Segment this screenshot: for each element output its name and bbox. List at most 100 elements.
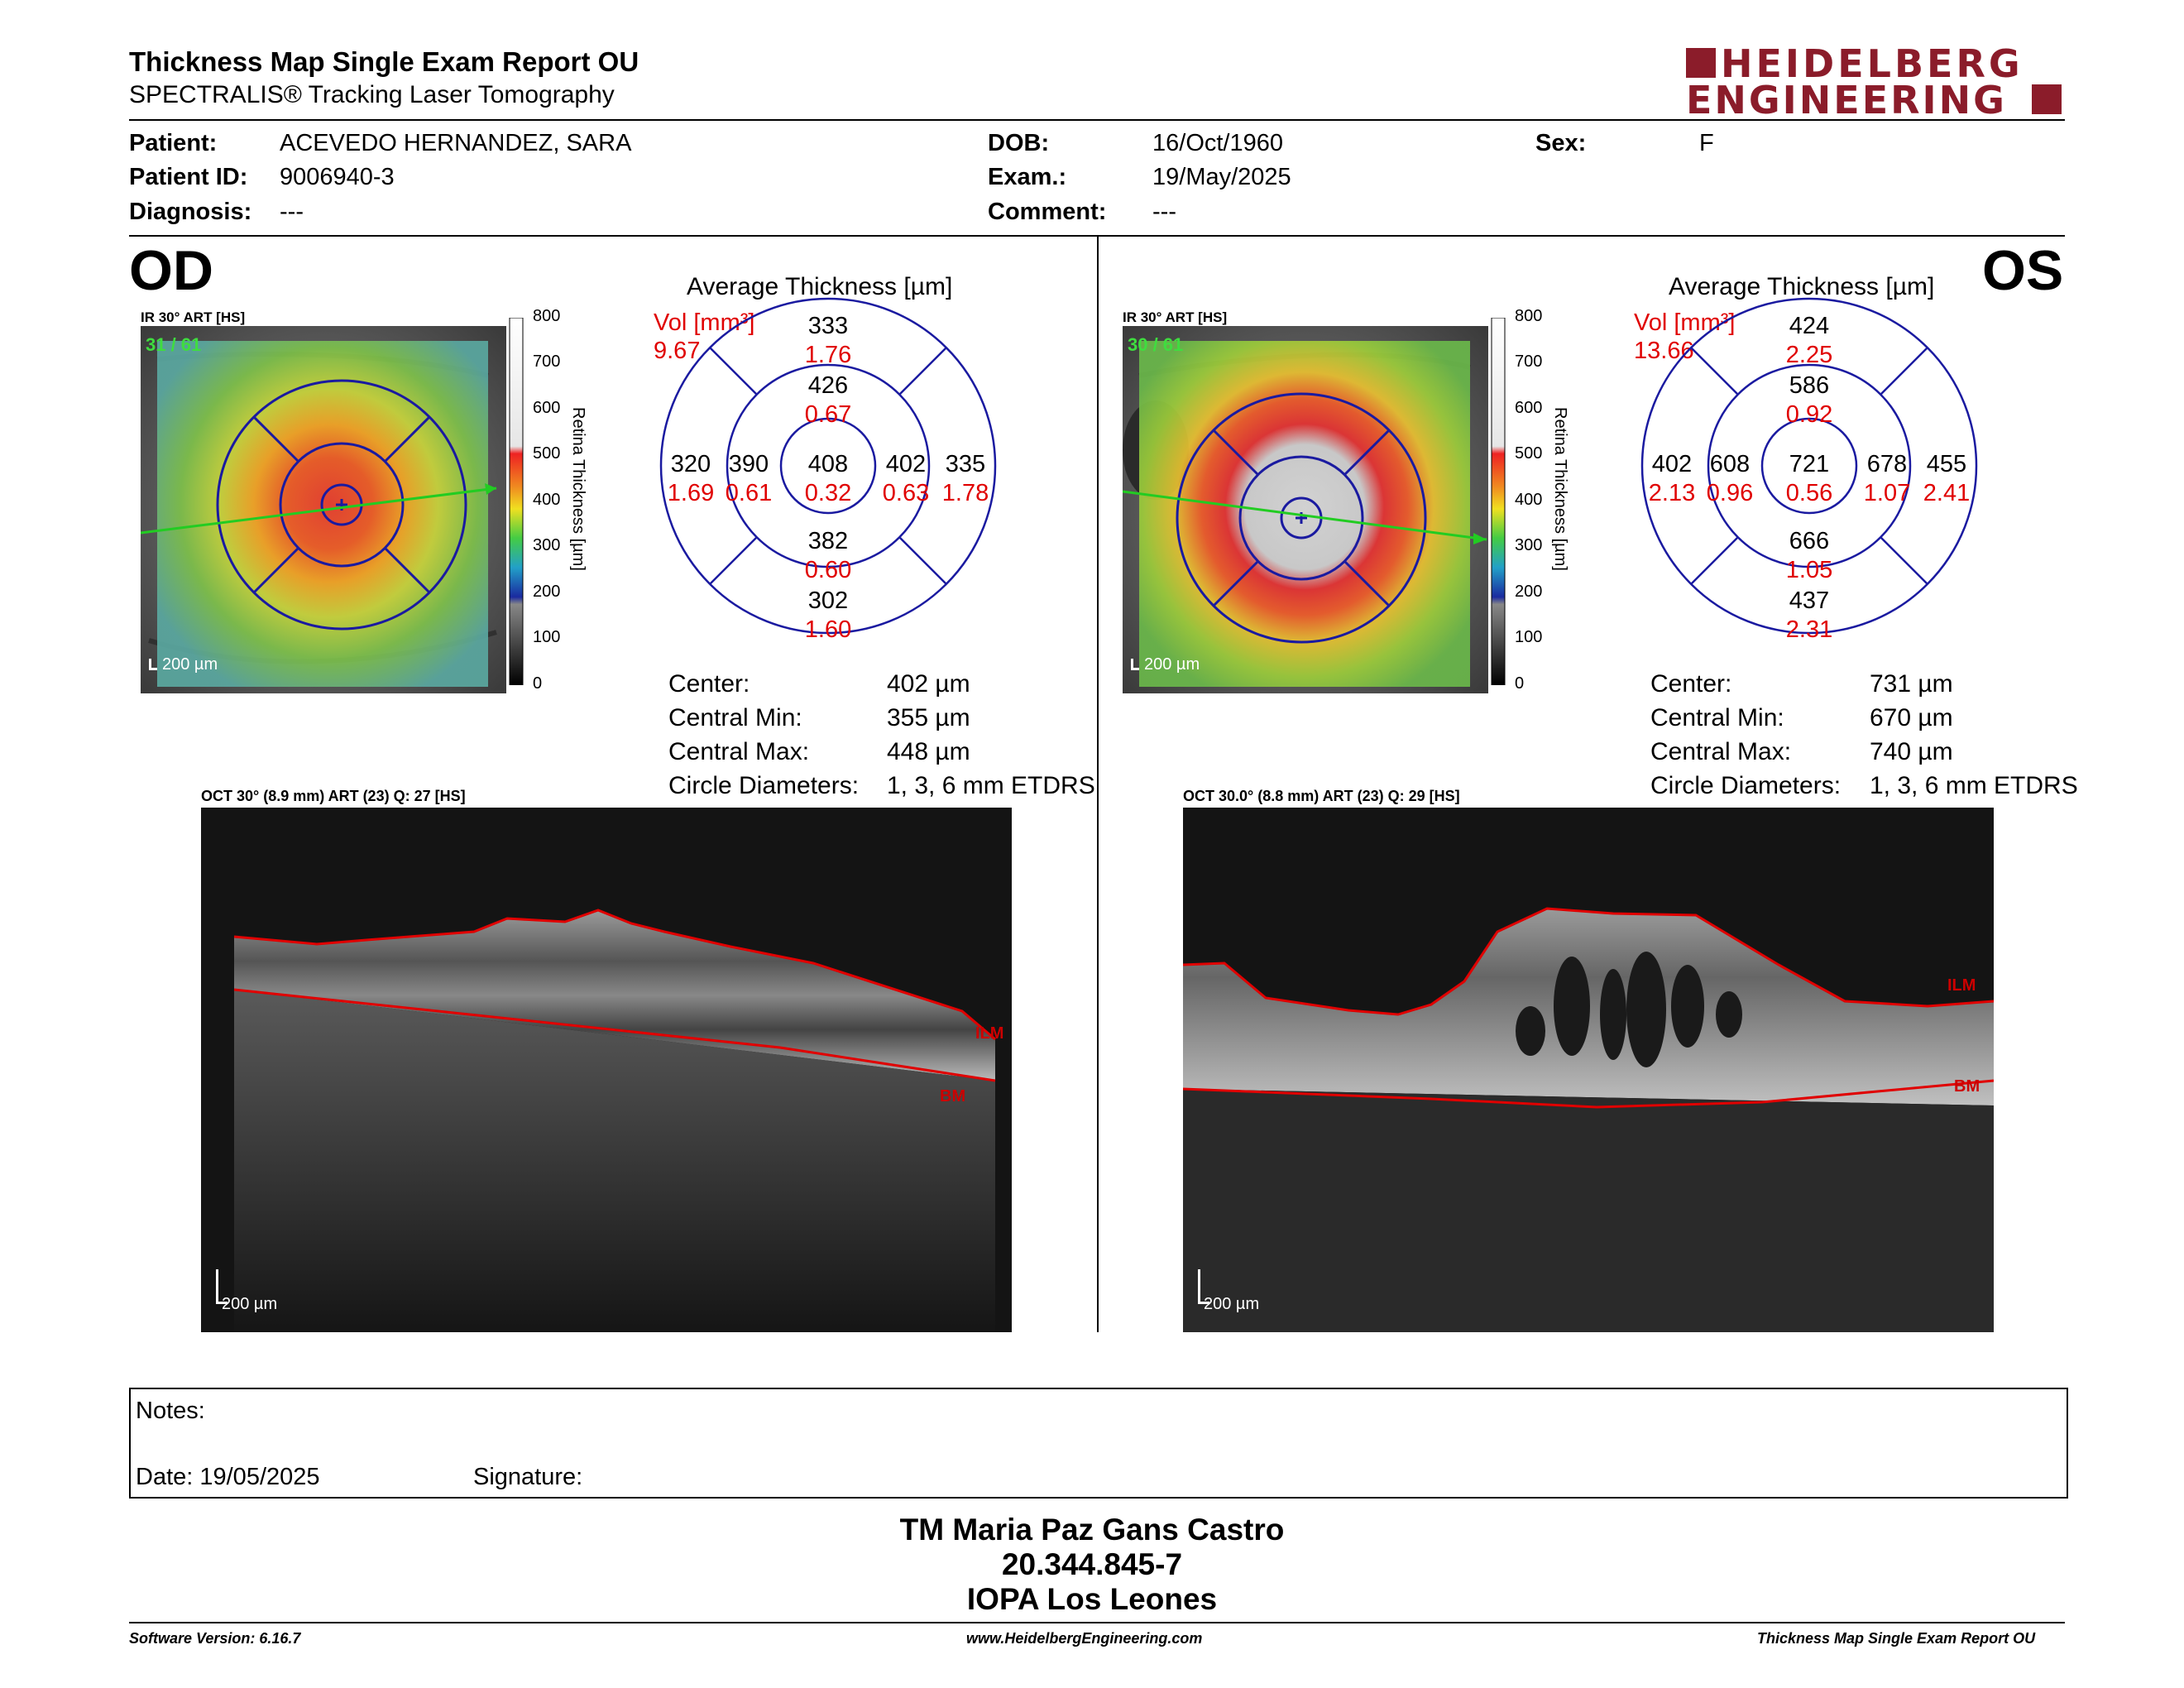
os-vol-value: 13.66: [1634, 338, 1694, 364]
od-min-value: 355 µm: [887, 704, 970, 731]
report-subtitle: SPECTRALIS® Tracking Laser Tomography: [129, 81, 615, 108]
od-nasal-outer: 335: [945, 451, 986, 477]
od-min-label: Central Min:: [668, 704, 802, 731]
os-diam-value: 1, 3, 6 mm ETDRS: [1870, 772, 2078, 799]
os-min-value: 670 µm: [1870, 704, 1953, 731]
signature-institution: IOPA Los Leones: [966, 1582, 1218, 1616]
od-inf-outer-vol: 1.60: [804, 616, 852, 643]
signature-id: 20.344.845-7: [1001, 1547, 1183, 1581]
os-eye-label: OS: [1982, 239, 2064, 302]
os-center: 721: [1789, 451, 1830, 477]
dob-label: DOB:: [988, 130, 1050, 156]
od-sup-inner: 426: [807, 372, 849, 399]
od-ilm-label: ILM: [975, 1024, 1004, 1043]
od-sup-outer: 333: [807, 313, 849, 339]
os-cbar-tick: 800: [1515, 307, 1543, 325]
os-nasal-outer: 455: [1926, 451, 1967, 477]
date-label: Date: 19/05/2025: [136, 1464, 320, 1490]
os-ir-scale: 200 µm: [1144, 655, 1200, 674]
os-oct-caption: OCT 30.0° (8.8 mm) ART (23) Q: 29 [HS]: [1183, 788, 1460, 804]
od-center: 408: [807, 451, 849, 477]
od-sup-outer-vol: 1.76: [804, 342, 852, 368]
footer-report-title: Thickness Map Single Exam Report OU: [1757, 1630, 2036, 1647]
os-nasal-inner-vol: 1.07: [1863, 480, 1911, 506]
os-max-label: Central Max:: [1650, 738, 1792, 765]
od-ir-scale: 200 µm: [162, 655, 218, 674]
od-bm-label: BM: [940, 1087, 966, 1105]
od-max-label: Central Max:: [668, 738, 810, 765]
os-diam-label: Circle Diameters:: [1650, 772, 1842, 799]
od-sup-inner-vol: 0.67: [804, 401, 852, 428]
exam-value: 19/May/2025: [1152, 164, 1291, 190]
od-inf-inner-vol: 0.60: [804, 557, 852, 583]
od-vol-value: 9.67: [654, 338, 701, 364]
od-cbar-tick: 600: [533, 399, 561, 417]
od-max-value: 448 µm: [887, 738, 970, 765]
od-temp-inner-vol: 0.61: [725, 480, 773, 506]
os-temp-inner-vol: 0.96: [1706, 480, 1754, 506]
od-diam-label: Circle Diameters:: [668, 772, 860, 799]
od-oct-scale: 200 µm: [222, 1295, 278, 1313]
od-thickness-map: [141, 326, 506, 693]
os-cbar-tick: 400: [1515, 491, 1543, 509]
os-max-value: 740 µm: [1870, 738, 1953, 765]
os-sup-outer-vol: 2.25: [1785, 342, 1833, 368]
od-cbar-tick: 500: [533, 444, 561, 463]
os-center-value: 731 µm: [1870, 670, 1953, 698]
os-colorbar: [1491, 318, 1506, 685]
os-min-label: Central Min:: [1650, 704, 1784, 731]
od-ir-frames: 31 / 61: [146, 334, 202, 355]
od-cbar-tick: 0: [533, 674, 543, 693]
os-vol-label: Vol [mm³]: [1634, 309, 1736, 336]
sex-label: Sex:: [1535, 130, 1587, 156]
od-oct-caption: OCT 30° (8.9 mm) ART (23) Q: 27 [HS]: [201, 788, 466, 804]
os-sup-inner-vol: 0.92: [1785, 401, 1833, 428]
os-avg-title: Average Thickness [µm]: [1669, 273, 1935, 300]
os-nasal-inner: 678: [1866, 451, 1908, 477]
report-title: Thickness Map Single Exam Report OU: [129, 46, 639, 77]
dob-value: 16/Oct/1960: [1152, 130, 1283, 156]
od-avg-title: Average Thickness [µm]: [687, 273, 953, 300]
os-inf-outer: 437: [1789, 587, 1830, 614]
signature-name: TM Maria Paz Gans Castro: [899, 1513, 1285, 1547]
patient-value: ACEVEDO HERNANDEZ, SARA: [280, 130, 632, 156]
os-inf-inner: 666: [1789, 528, 1830, 554]
od-cbar-tick: 400: [533, 491, 561, 509]
brand-square-top: [1686, 48, 1716, 78]
od-cbar-tick: 800: [533, 307, 561, 325]
patient-id-value: 9006940-3: [280, 164, 395, 190]
os-inf-inner-vol: 1.05: [1785, 557, 1833, 583]
os-cbar-tick: 200: [1515, 583, 1543, 601]
od-inf-outer: 302: [807, 587, 849, 614]
software-version: Software Version: 6.16.7: [129, 1630, 301, 1647]
comment-label: Comment:: [988, 199, 1107, 225]
diagnosis-label: Diagnosis:: [129, 199, 252, 225]
os-center-label: Center:: [1650, 670, 1732, 698]
notes-box[interactable]: Notes: Date: 19/05/2025 Signature:: [129, 1388, 2068, 1499]
os-ir-frames: 30 / 61: [1128, 334, 1184, 355]
os-oct-scale: 200 µm: [1204, 1295, 1260, 1313]
od-cbar-tick: 100: [533, 628, 561, 646]
os-temp-outer-vol: 2.13: [1648, 480, 1696, 506]
signature-label: Signature:: [473, 1464, 583, 1490]
brand-logo: HEIDELBERG ENGINEERING: [1686, 41, 2067, 122]
os-cbar-title: Retina Thickness [µm]: [1551, 407, 1569, 571]
os-inf-outer-vol: 2.31: [1785, 616, 1833, 643]
os-temp-outer: 402: [1651, 451, 1693, 477]
os-cbar-tick: 300: [1515, 536, 1543, 554]
diagnosis-value: ---: [280, 199, 304, 225]
od-etdrs-grid: [659, 297, 997, 635]
comment-value: ---: [1152, 199, 1176, 225]
od-temp-inner: 390: [728, 451, 769, 477]
od-oct-scan: [201, 808, 1012, 1332]
os-sup-inner: 586: [1789, 372, 1830, 399]
os-cbar-tick: 500: [1515, 444, 1543, 463]
od-nasal-inner: 402: [885, 451, 927, 477]
od-temp-outer-vol: 1.69: [667, 480, 715, 506]
od-nasal-inner-vol: 0.63: [882, 480, 930, 506]
os-cbar-tick: 0: [1515, 674, 1525, 693]
website-link[interactable]: www.HeidelbergEngineering.com: [966, 1630, 1203, 1647]
od-colorbar: [509, 318, 524, 685]
os-etdrs-grid: [1640, 297, 1978, 635]
os-ir-caption: IR 30° ART [HS]: [1123, 309, 1228, 325]
